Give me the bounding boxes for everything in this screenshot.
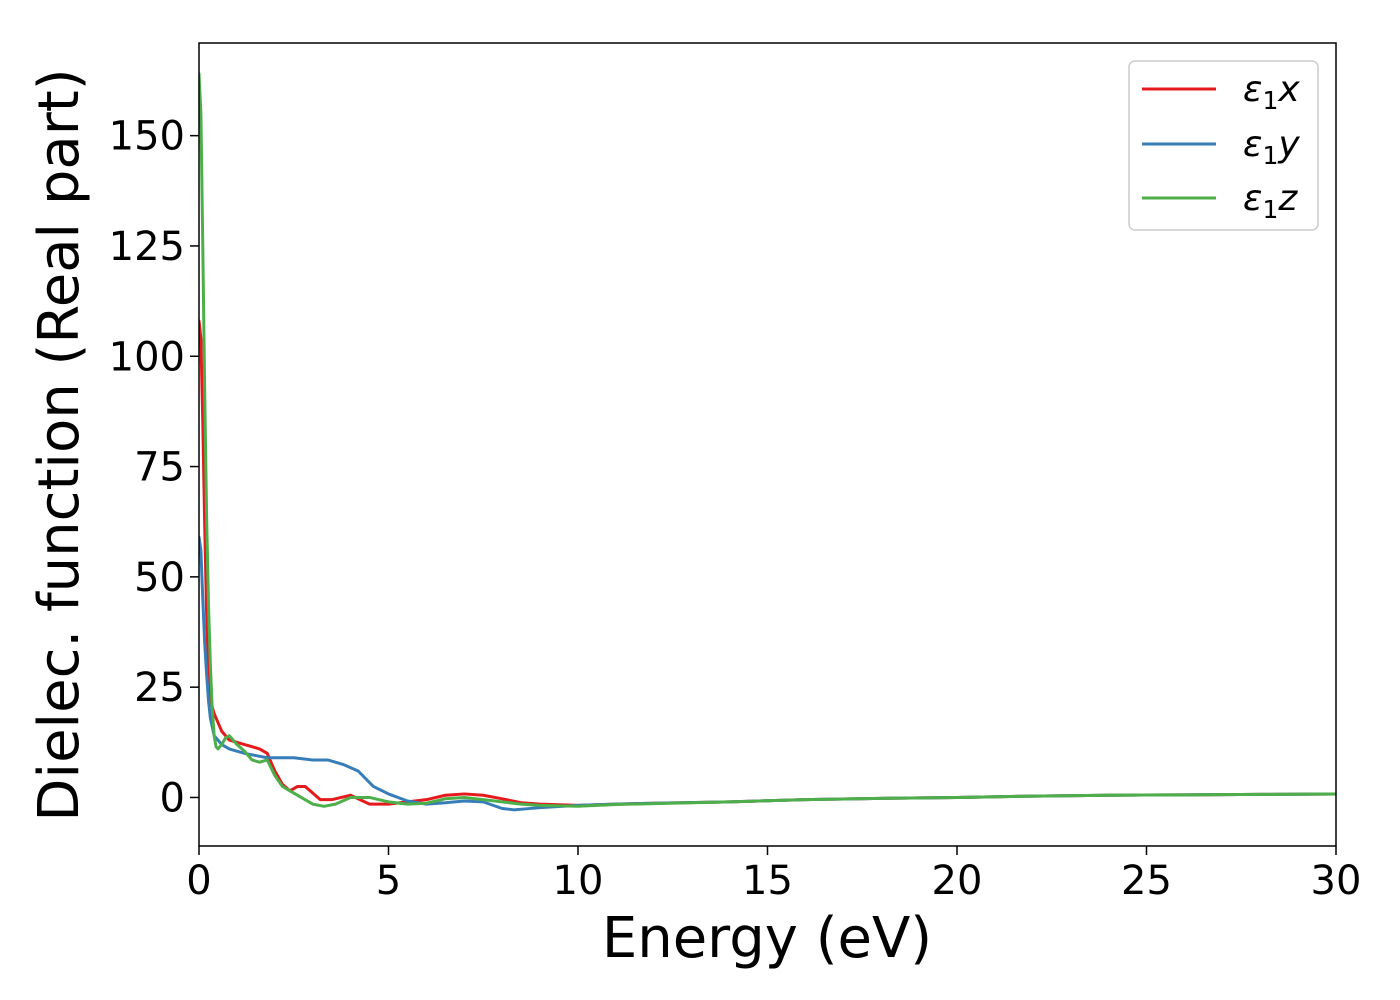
x-axis-label: Energy (eV) — [602, 906, 932, 971]
series-layer — [199, 72, 1336, 812]
y-tick-label: 0 — [160, 775, 185, 821]
legend: ε1x ε1y ε1z — [1128, 60, 1319, 231]
x-tick-label: 20 — [932, 858, 983, 904]
legend-entries: ε1x ε1y ε1z — [1142, 69, 1300, 224]
legend-label-x: ε1x — [1243, 69, 1300, 115]
y-tick-label: 125 — [109, 224, 185, 270]
x-tick-label: 0 — [186, 858, 211, 904]
y-tick-label: 100 — [109, 334, 185, 380]
legend-label-z: ε1z — [1243, 178, 1298, 224]
y-axis-ticks: 0 25 50 75 100 125 150 — [109, 114, 199, 821]
y-tick-label: 50 — [134, 555, 185, 601]
x-tick-label: 5 — [376, 858, 401, 904]
x-tick-label: 25 — [1121, 858, 1172, 904]
y-tick-label: 75 — [134, 445, 185, 491]
legend-label-y: ε1y — [1243, 124, 1300, 170]
x-axis-ticks: 0 5 10 15 20 25 30 — [186, 846, 1361, 904]
series-line-z — [199, 72, 1336, 808]
legend-box — [1128, 60, 1319, 231]
y-tick-label: 25 — [134, 665, 185, 711]
y-axis-label: Dielec. function (Real part) — [27, 68, 92, 821]
x-tick-label: 15 — [742, 858, 793, 904]
y-tick-label: 150 — [109, 114, 185, 160]
series-line-x — [199, 319, 1336, 807]
x-tick-label: 10 — [553, 858, 604, 904]
series-line-y — [199, 535, 1336, 812]
x-tick-label: 30 — [1311, 858, 1362, 904]
